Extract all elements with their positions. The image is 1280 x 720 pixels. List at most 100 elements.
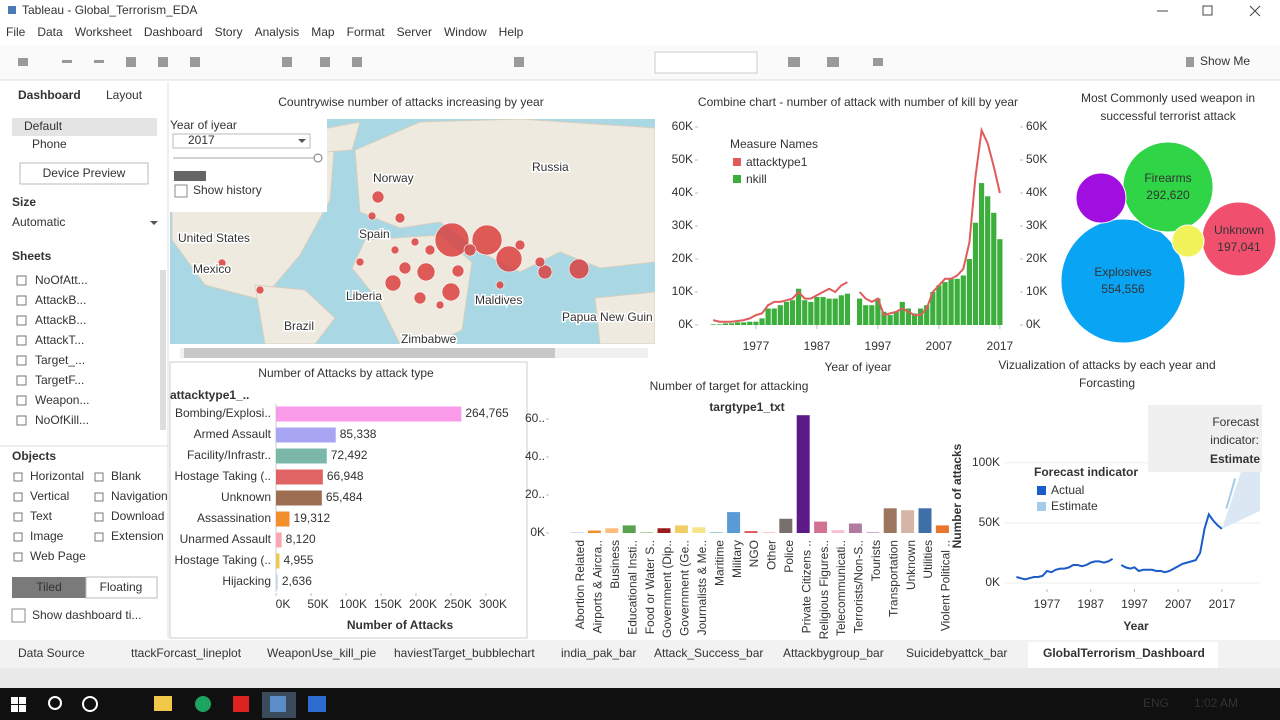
- menu-item[interactable]: Dashboard: [144, 25, 203, 39]
- dropdown[interactable]: [654, 51, 758, 74]
- sidebar-tab[interactable]: Layout: [106, 88, 143, 102]
- play-controls[interactable]: [174, 171, 206, 181]
- y-tick-label: 100K: [972, 455, 1000, 469]
- place-label: Liberia: [346, 289, 382, 303]
- menu-item[interactable]: Format: [347, 25, 386, 39]
- sheet-tab[interactable]: haviestTarget_bubblechart: [394, 646, 535, 660]
- sidebar-tab[interactable]: Dashboard: [18, 88, 81, 102]
- y-tick-label: 0K: [985, 575, 1000, 589]
- place-label: United States: [178, 231, 250, 245]
- sheet-tab[interactable]: india_pak_bar: [561, 646, 636, 660]
- bar: [954, 278, 960, 325]
- menu-item[interactable]: Help: [499, 25, 524, 39]
- bar: [869, 305, 875, 325]
- sheet-tab[interactable]: GlobalTerrorism_Dashboard: [1043, 646, 1205, 660]
- slider-thumb[interactable]: [313, 153, 323, 163]
- object-item[interactable]: Extension: [111, 529, 164, 543]
- device-option[interactable]: Phone: [32, 137, 67, 151]
- scroll-thumb[interactable]: [184, 348, 555, 358]
- y-tick-label: 0K: [530, 525, 545, 539]
- object-item[interactable]: Horizontal: [30, 469, 84, 483]
- sheet-tab[interactable]: ttackForcast_lineplot: [131, 646, 242, 660]
- show-me-button[interactable]: Show Me: [1200, 54, 1250, 68]
- menu-item[interactable]: Server: [397, 25, 432, 39]
- x-tick-label: 100K: [339, 597, 367, 611]
- window-controls[interactable]: [1157, 5, 1261, 17]
- menu-item[interactable]: Story: [215, 25, 243, 39]
- size-value[interactable]: Automatic: [12, 215, 65, 229]
- sheet-item[interactable]: NoOfKill...: [35, 413, 89, 427]
- object-item[interactable]: Image: [30, 529, 64, 543]
- category-label: Airports & Aircra..: [591, 540, 605, 633]
- object-item[interactable]: Vertical: [30, 489, 69, 503]
- sheet-tab[interactable]: Attack_Success_bar: [654, 646, 763, 660]
- active-tab[interactable]: [1028, 642, 1218, 668]
- object-item[interactable]: Navigation: [111, 489, 168, 503]
- menu-item[interactable]: Data: [37, 25, 63, 39]
- bar: [808, 301, 814, 325]
- sheet-item[interactable]: TargetF...: [35, 373, 84, 387]
- x-tick-label: 1997: [865, 339, 892, 353]
- menu-item[interactable]: Worksheet: [75, 25, 133, 39]
- bar: [674, 525, 688, 533]
- sheet-tab[interactable]: Data Source: [18, 646, 85, 660]
- floating-button[interactable]: [85, 576, 158, 599]
- sheet-item[interactable]: Weapon...: [35, 393, 89, 407]
- sheet-icon: [16, 295, 27, 306]
- object-item[interactable]: Download: [111, 509, 164, 523]
- bubble: [1122, 141, 1214, 233]
- sheet-item[interactable]: AttackT...: [35, 333, 84, 347]
- bar: [276, 406, 462, 422]
- sheet-item[interactable]: NoOfAtt...: [35, 273, 88, 287]
- device-option[interactable]: Default: [24, 119, 63, 133]
- category-label: Transportation: [886, 540, 900, 617]
- menu-item[interactable]: Window: [444, 25, 487, 39]
- object-item[interactable]: Blank: [111, 469, 142, 483]
- menu-item[interactable]: File: [6, 25, 26, 39]
- category-label: Food or Water S..: [643, 540, 657, 634]
- bar: [716, 324, 722, 325]
- bar: [753, 321, 759, 325]
- bar: [728, 323, 735, 325]
- sheet-tab[interactable]: WeaponUse_kill_pie: [267, 646, 377, 660]
- map-bubble: [217, 258, 227, 268]
- sheet-item[interactable]: Target_...: [35, 353, 85, 367]
- tiled-button[interactable]: [12, 577, 86, 598]
- bar: [863, 305, 869, 325]
- panel: [169, 361, 528, 639]
- menu-item[interactable]: Analysis: [255, 25, 300, 39]
- x-tick-label: 2007: [1165, 597, 1192, 611]
- map-bubble: [534, 256, 546, 268]
- place-label: Spain: [359, 227, 390, 241]
- bar: [276, 532, 282, 548]
- legend-swatch: [733, 158, 741, 166]
- sheet-item[interactable]: AttackB...: [35, 293, 86, 307]
- bubble: [1201, 201, 1277, 277]
- value-label: 2,636: [282, 574, 312, 588]
- y-tick-label: 10K: [672, 284, 693, 298]
- checkbox[interactable]: [11, 608, 26, 623]
- sheet-tab[interactable]: Suicidebyattck_bar: [906, 646, 1007, 660]
- object-item[interactable]: Text: [30, 509, 53, 523]
- y-tick-label: 0K: [678, 317, 693, 331]
- chart-title: successful terrorist attack: [1100, 109, 1236, 123]
- sheet-item[interactable]: AttackB...: [35, 313, 86, 327]
- category-label: Private Citizens ..: [799, 540, 813, 633]
- x-tick-label: 250K: [444, 597, 472, 611]
- sheet-icon: [16, 275, 27, 286]
- x-tick-label: 200K: [409, 597, 437, 611]
- dropdown-arrow: [298, 139, 306, 143]
- x-axis-label: Year of iyear: [825, 360, 892, 374]
- object-item[interactable]: Web Page: [30, 549, 86, 563]
- sheet-tab[interactable]: Attackbygroup_bar: [783, 646, 884, 660]
- menu-item[interactable]: Map: [311, 25, 335, 39]
- x-tick-label: 1977: [1034, 597, 1061, 611]
- checkbox[interactable]: [174, 184, 188, 198]
- line: [1225, 478, 1237, 509]
- chart-title: Number of Attacks by attack type: [258, 366, 434, 380]
- device-preview-button[interactable]: [19, 162, 149, 185]
- filter-dropdown[interactable]: [172, 133, 311, 149]
- dropdown-arrow: [150, 221, 158, 225]
- y-tick-label: 60..: [525, 411, 545, 425]
- object-icon: [13, 512, 23, 522]
